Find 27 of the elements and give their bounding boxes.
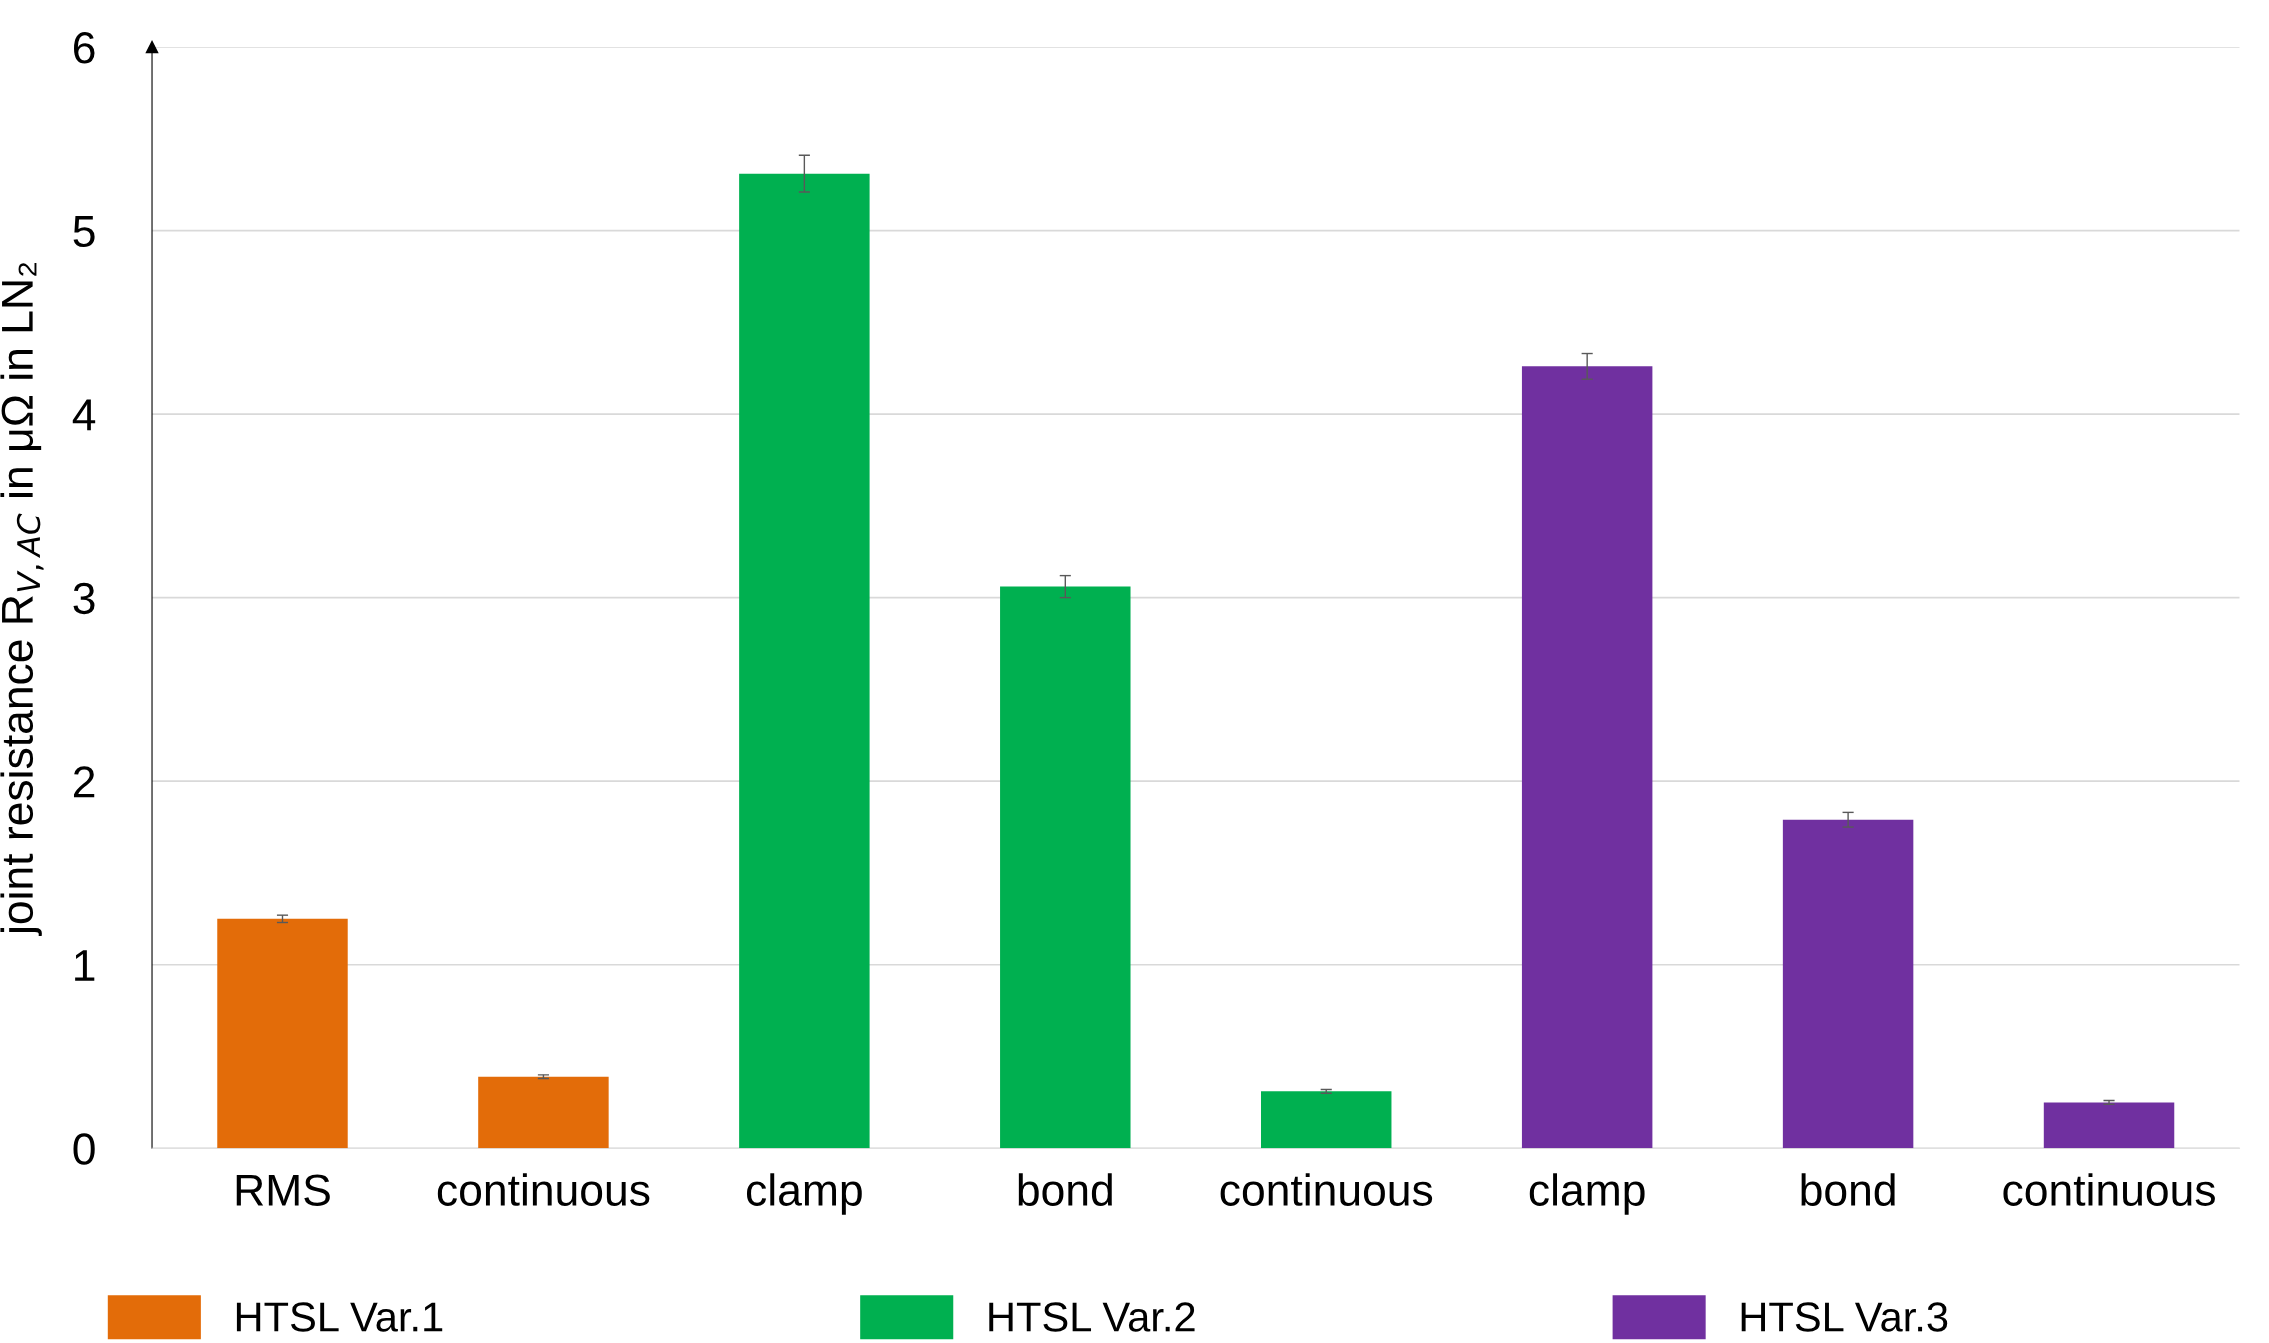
legend-label: HTSL Var.3 [1741, 1302, 1948, 1332]
y-tick-label: 2 [73, 766, 95, 798]
x-tick-label: clamp [1529, 1173, 1645, 1215]
y-tick-label: 5 [73, 216, 95, 248]
bar [2043, 1102, 2175, 1149]
bar [217, 918, 348, 1149]
y-tick-label: 3 [73, 582, 95, 615]
legend-label: HTSL Var.2 [989, 1302, 1195, 1332]
x-tick-label: bond [1801, 1173, 1895, 1206]
bar [739, 173, 870, 1149]
y-tick-label: 4 [72, 399, 96, 431]
x-tick-label: bond [1018, 1173, 1112, 1206]
bar [1000, 586, 1131, 1149]
x-tick-label: continuous [1220, 1173, 1433, 1206]
x-tick-label: continuous [437, 1173, 650, 1206]
x-tick-label: clamp [746, 1173, 862, 1215]
y-tick-label: 1 [75, 950, 95, 981]
bar [1521, 366, 1653, 1149]
y-tick-label: 6 [74, 32, 95, 64]
y-axis-title: joint resistance R$_{V,AC}$ in μΩ in LN₂ [0, 262, 44, 937]
bar [478, 1076, 609, 1149]
x-tick-label: RMS [236, 1174, 330, 1206]
bar [1782, 819, 1914, 1149]
y-tick-label: 0 [73, 1133, 95, 1165]
bar [1261, 1091, 1392, 1149]
x-tick-label: continuous [2003, 1173, 2215, 1206]
legend-label: HTSL Var.1 [236, 1302, 443, 1332]
